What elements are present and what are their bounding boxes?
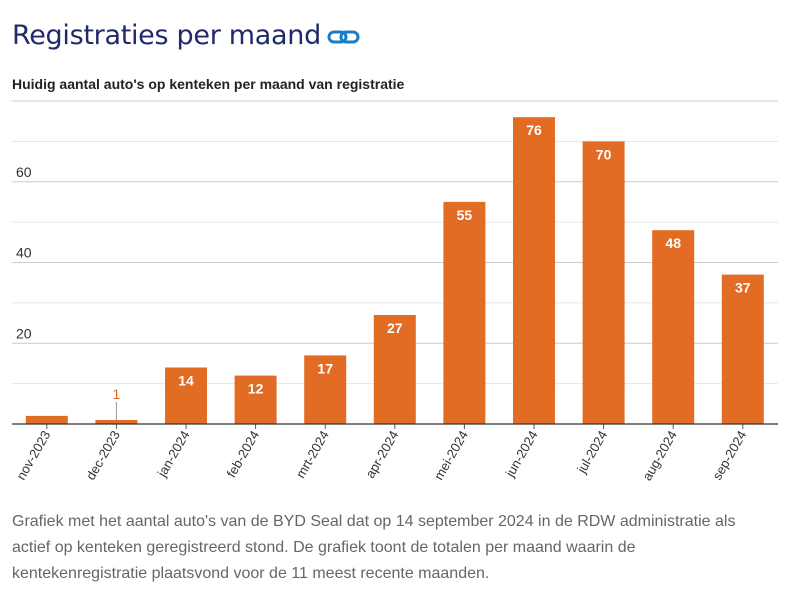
bar-chart: 20 40 60 80 nov-2023 1 dec-2023 14 jan-2024 12 feb… bbox=[12, 98, 778, 483]
y-tick-label: 20 bbox=[16, 325, 32, 341]
link-icon[interactable] bbox=[327, 28, 361, 46]
chart-title: Huidig aantal auto's op kenteken per maa… bbox=[12, 76, 405, 92]
data-label: 76 bbox=[526, 122, 542, 138]
bar bbox=[721, 274, 764, 424]
bar bbox=[304, 355, 347, 424]
y-tick-label: 80 bbox=[16, 98, 32, 99]
data-label: 37 bbox=[735, 280, 751, 296]
x-tick-label: sep-2024 bbox=[709, 428, 749, 482]
x-tick-label: nov-2023 bbox=[13, 428, 53, 482]
y-tick-label: 40 bbox=[16, 245, 32, 261]
x-tick-label: aug-2024 bbox=[639, 428, 679, 483]
x-tick-label: mei-2024 bbox=[431, 428, 471, 482]
data-label: 17 bbox=[317, 360, 333, 376]
y-tick-label: 60 bbox=[16, 164, 32, 180]
bar bbox=[95, 420, 138, 424]
x-tick-label: jul-2024 bbox=[574, 428, 611, 476]
bar bbox=[234, 375, 277, 424]
data-label: 70 bbox=[596, 146, 612, 162]
bar bbox=[373, 315, 416, 424]
bar bbox=[25, 415, 68, 424]
x-tick-label: apr-2024 bbox=[362, 428, 401, 481]
chart-caption: Grafiek met het aantal auto's van de BYD… bbox=[12, 513, 736, 582]
bar bbox=[165, 367, 207, 424]
data-label: 14 bbox=[178, 373, 194, 389]
x-tick-label: feb-2024 bbox=[224, 428, 263, 480]
bar bbox=[513, 117, 555, 424]
data-label: 55 bbox=[457, 207, 473, 223]
page-title-text: Registraties per maand bbox=[12, 20, 321, 51]
bar bbox=[582, 141, 625, 424]
bar bbox=[443, 201, 486, 424]
data-label: 12 bbox=[248, 381, 264, 397]
x-tick-label: jan-2024 bbox=[154, 428, 193, 480]
data-label: 48 bbox=[665, 235, 681, 251]
data-label: 27 bbox=[387, 320, 403, 336]
page-title: Registraties per maand bbox=[12, 20, 361, 51]
x-tick-label: dec-2023 bbox=[83, 428, 123, 482]
data-label: 1 bbox=[113, 386, 121, 402]
bar bbox=[652, 230, 695, 424]
x-tick-label: jun-2024 bbox=[502, 428, 541, 480]
x-tick-label: mrt-2024 bbox=[293, 428, 332, 481]
